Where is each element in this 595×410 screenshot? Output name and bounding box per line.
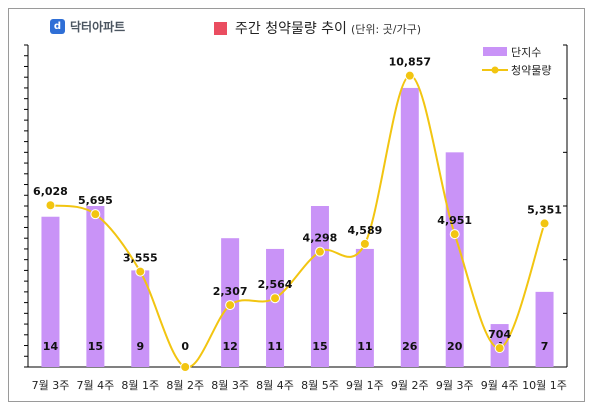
x-tick-label-12: 10월 1주 [522, 379, 567, 392]
line-value-label-3: 3,555 [123, 252, 158, 265]
bar-10 [445, 152, 464, 367]
line-value-label-10: 4,951 [437, 214, 472, 227]
bar-2 [86, 206, 105, 367]
legend-bar-swatch [483, 47, 507, 56]
bar-6 [266, 248, 285, 367]
x-tick-label-11: 9월 4주 [481, 379, 519, 392]
brand-logo: d 닥터아파트 [50, 18, 125, 35]
x-tick-label-3: 8월 1주 [121, 379, 159, 392]
line-point-3 [135, 266, 146, 277]
bar-7 [310, 206, 329, 367]
bar-value-label-7: 15 [312, 340, 327, 353]
x-tick-label-1: 7월 3주 [32, 379, 70, 392]
line-point-2 [90, 209, 101, 220]
title-square-icon [214, 21, 227, 35]
line-point-6 [270, 293, 281, 304]
line-point-4 [180, 362, 191, 372]
line-value-label-6: 2,564 [258, 278, 293, 291]
line-value-label-11: 704 [488, 328, 511, 341]
x-tick-label-10: 9월 3주 [436, 379, 474, 392]
bar-value-label-8: 11 [357, 340, 372, 353]
subscription-volume-line [50, 74, 546, 369]
line-point-10 [449, 229, 460, 240]
x-tick-label-4: 8월 2주 [166, 379, 204, 392]
bar-value-label-5: 12 [222, 340, 237, 353]
bar-value-label-2: 15 [88, 340, 103, 353]
bar-value-label-3: 9 [136, 340, 144, 353]
bar-3 [131, 270, 150, 367]
brand-logo-text: 닥터아파트 [70, 20, 126, 34]
legend-bar-label: 단지수 [511, 46, 541, 59]
line-point-12 [539, 218, 550, 229]
x-tick-label-5: 8월 3주 [211, 379, 249, 392]
chart-title: 주간 청약물량 추이 [235, 21, 347, 37]
bar-8 [355, 248, 374, 367]
line-value-label-5: 2,307 [213, 285, 248, 298]
line-point-11 [494, 343, 505, 354]
line-point-7 [314, 246, 325, 257]
bar-value-label-1: 14 [43, 340, 59, 353]
legend-line-label: 청약물량 [511, 63, 551, 77]
chart-title-group: 주간 청약물량 추이 (단위: 곳/가구) [214, 18, 421, 38]
bar-value-label-9: 26 [402, 340, 418, 353]
line-point-8 [359, 238, 370, 249]
x-tick-label-2: 7월 4주 [77, 379, 115, 392]
line-value-label-7: 4,298 [303, 232, 338, 245]
line-value-label-8: 4,589 [347, 224, 382, 237]
x-tick-label-9: 9월 2주 [391, 379, 429, 392]
bar-9 [400, 87, 419, 367]
brand-logo-icon: d [50, 19, 65, 34]
line-point-9 [404, 70, 415, 81]
legend-line-marker [491, 66, 499, 74]
line-value-label-1: 6,028 [33, 185, 68, 198]
chart-unit-note: (단위: 곳/가구) [350, 23, 422, 36]
line-value-label-2: 5,695 [78, 194, 113, 207]
bar-value-label-12: 7 [541, 340, 549, 353]
bar-value-label-6: 11 [267, 340, 282, 353]
bar-value-label-4: 0 [181, 340, 189, 353]
bar-1 [41, 216, 60, 367]
x-tick-label-6: 8월 4주 [256, 379, 294, 392]
bar-12 [535, 291, 554, 367]
line-point-1 [45, 200, 56, 211]
x-tick-label-7: 8월 5주 [301, 379, 339, 392]
line-value-label-9: 10,857 [389, 56, 431, 69]
line-value-label-12: 5,351 [527, 203, 562, 216]
line-point-5 [225, 300, 236, 311]
x-tick-label-8: 9월 1주 [346, 379, 384, 392]
bar-value-label-10: 20 [447, 340, 463, 353]
